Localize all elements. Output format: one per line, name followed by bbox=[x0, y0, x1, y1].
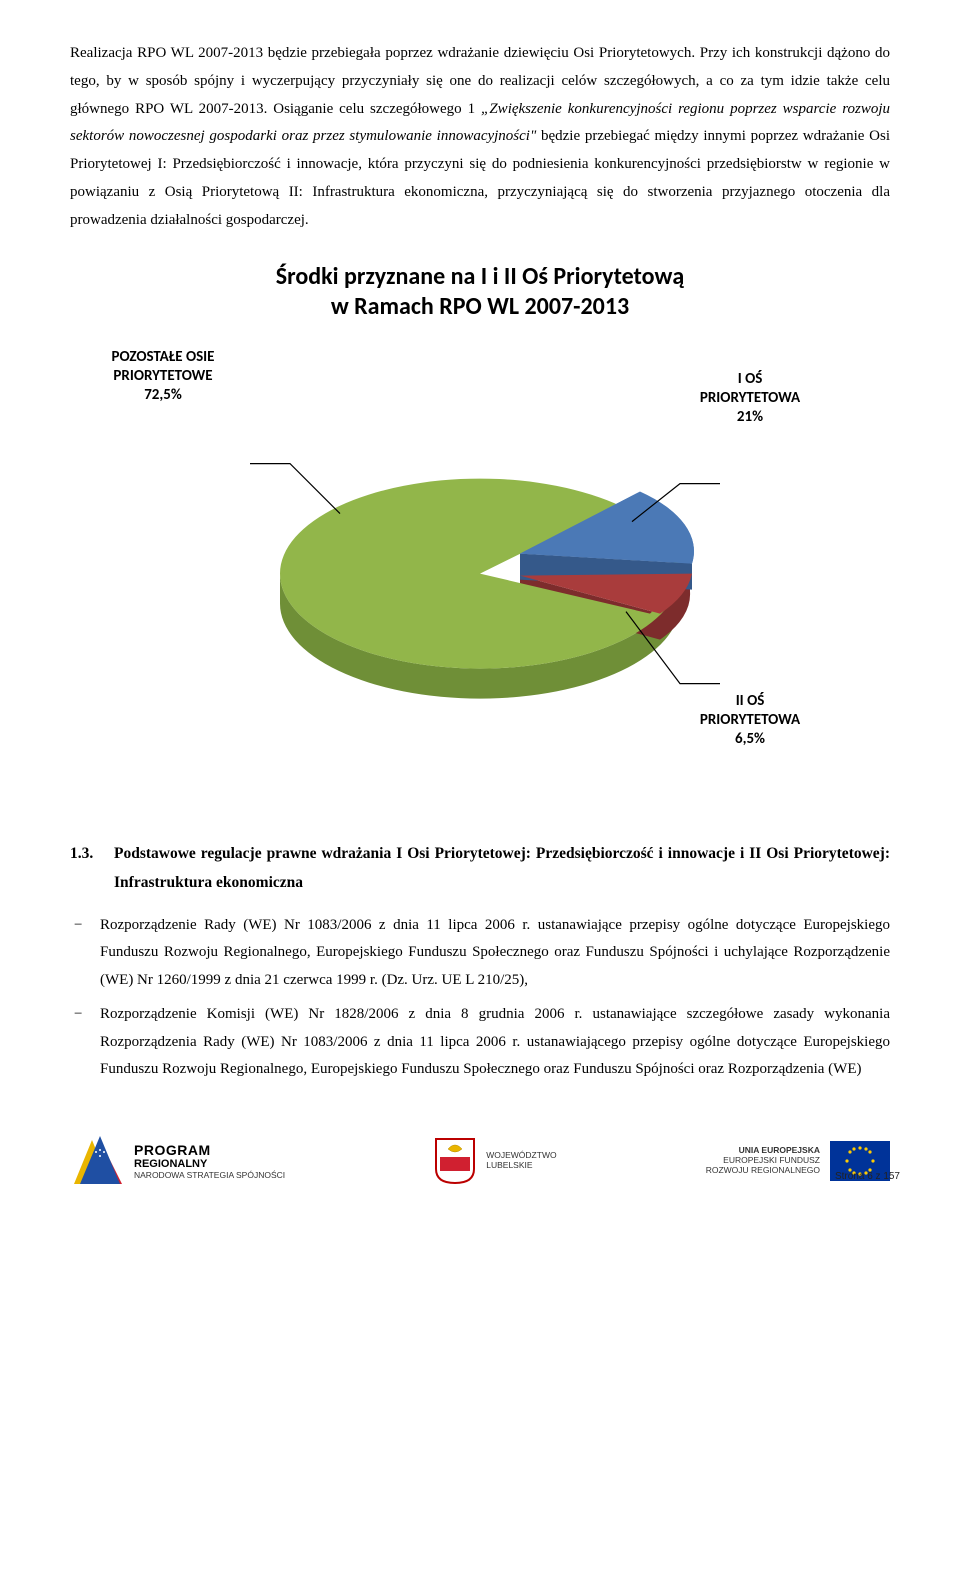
logo2-line2: LUBELSKIE bbox=[486, 1161, 556, 1171]
list-item: Rozporządzenie Komisji (WE) Nr 1828/2006… bbox=[70, 1001, 890, 1084]
pie-label-blue-l1: I OŚ bbox=[680, 370, 820, 389]
logo1-line1: PROGRAM bbox=[134, 1142, 285, 1158]
logo3-line3: ROZWOJU REGIONALNEGO bbox=[706, 1166, 820, 1176]
eu-text: UNIA EUROPEJSKA EUROPEJSKI FUNDUSZ ROZWO… bbox=[706, 1146, 820, 1175]
pie-label-red-l3: 6,5% bbox=[680, 730, 820, 749]
pie-chart: POZOSTAŁE OSIE PRIORYTETOWE 72,5% I OŚ P… bbox=[70, 340, 890, 780]
intro-paragraph: Realizacja RPO WL 2007-2013 będzie przeb… bbox=[70, 40, 890, 234]
pie-label-green-l2: PRIORYTETOWE bbox=[88, 367, 238, 386]
section-heading: 1.3. Podstawowe regulacje prawne wdrażan… bbox=[70, 840, 890, 897]
pie-label-green: POZOSTAŁE OSIE PRIORYTETOWE 72,5% bbox=[88, 348, 238, 404]
list-item: Rozporządzenie Rady (WE) Nr 1083/2006 z … bbox=[70, 912, 890, 995]
pie-label-red: II OŚ PRIORYTETOWA 6,5% bbox=[680, 692, 820, 748]
chart-title-line1: Środki przyznane na I i II Oś Prioryteto… bbox=[70, 262, 890, 292]
pie-chart-svg bbox=[220, 404, 740, 744]
page-number: Strona 6 z 157 bbox=[835, 1168, 900, 1187]
program-regionalny-icon bbox=[70, 1134, 124, 1188]
chart-title: Środki przyznane na I i II Oś Prioryteto… bbox=[70, 262, 890, 322]
pie-label-red-l2: PRIORYTETOWA bbox=[680, 711, 820, 730]
pie-label-red-l1: II OŚ bbox=[680, 692, 820, 711]
lubelskie-text: WOJEWÓDZTWO LUBELSKIE bbox=[486, 1151, 556, 1171]
pie-label-green-l3: 72,5% bbox=[88, 386, 238, 405]
pie-label-blue: I OŚ PRIORYTETOWA 21% bbox=[680, 370, 820, 426]
lubelskie-crest-icon bbox=[434, 1137, 476, 1185]
logo-lubelskie: WOJEWÓDZTWO LUBELSKIE bbox=[434, 1137, 556, 1185]
pie-label-blue-l3: 21% bbox=[680, 408, 820, 427]
chart-title-line2: w Ramach RPO WL 2007-2013 bbox=[70, 292, 890, 322]
program-regionalny-text: PROGRAM REGIONALNY NARODOWA STRATEGIA SP… bbox=[134, 1142, 285, 1181]
logo1-line2: REGIONALNY bbox=[134, 1158, 285, 1171]
regulation-list: Rozporządzenie Rady (WE) Nr 1083/2006 z … bbox=[70, 912, 890, 1085]
footer: PROGRAM REGIONALNY NARODOWA STRATEGIA SP… bbox=[70, 1134, 890, 1188]
logo-program-regionalny: PROGRAM REGIONALNY NARODOWA STRATEGIA SP… bbox=[70, 1134, 285, 1188]
pie-label-blue-l2: PRIORYTETOWA bbox=[680, 389, 820, 408]
logo1-sub: NARODOWA STRATEGIA SPÓJNOŚCI bbox=[134, 1171, 285, 1181]
pie-label-green-l1: POZOSTAŁE OSIE bbox=[88, 348, 238, 367]
section-number: 1.3. bbox=[70, 840, 114, 897]
section-title: Podstawowe regulacje prawne wdrażania I … bbox=[114, 840, 890, 897]
